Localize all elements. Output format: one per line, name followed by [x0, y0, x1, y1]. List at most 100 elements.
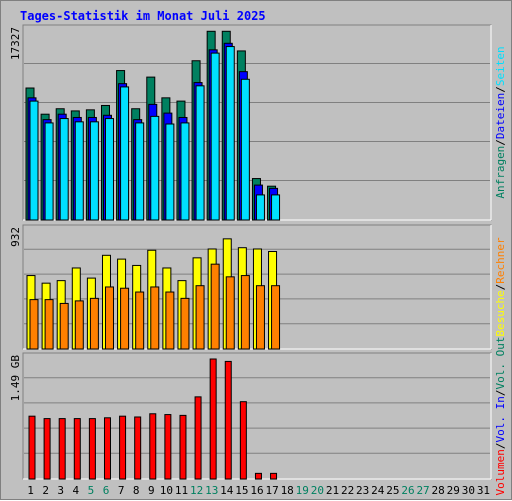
bar-rechner-day-11 — [180, 297, 190, 350]
x-tick-label-day-7: 7 — [118, 484, 125, 497]
bar-seiten-day-13 — [210, 52, 220, 221]
bar-volumen-day-17 — [270, 472, 278, 480]
bar-seiten-day-4 — [74, 121, 84, 221]
bar-rechner-day-16 — [255, 285, 265, 350]
bar-seiten-day-6 — [104, 118, 114, 221]
bar-volumen-day-5 — [88, 418, 96, 480]
panel-1-legend: Anfragen/Dateien/Seiten — [494, 46, 507, 198]
bar-seiten-day-15 — [240, 78, 250, 221]
x-tick-label-day-12: 12 — [190, 484, 203, 497]
x-tick-label-day-23: 23 — [356, 484, 369, 497]
legend-item-volumen: Volumen — [494, 449, 507, 495]
bar-rechner-day-10 — [165, 291, 175, 350]
x-tick-label-day-26: 26 — [401, 484, 414, 497]
x-tick-label-day-27: 27 — [416, 484, 429, 497]
bar-rechner-day-6 — [104, 286, 114, 350]
x-tick-label-day-11: 11 — [175, 484, 188, 497]
legend-separator: / — [494, 86, 507, 93]
bar-rechner-day-7 — [120, 287, 130, 350]
bar-seiten-day-12 — [195, 85, 205, 221]
legend-item-vol-in: Vol. In — [494, 396, 507, 442]
bar-volumen-day-8 — [134, 416, 142, 480]
bar-volumen-day-12 — [194, 396, 202, 480]
x-tick-label-day-13: 13 — [205, 484, 218, 497]
bar-seiten-day-9 — [150, 115, 160, 221]
x-tick-label-day-5: 5 — [88, 484, 95, 497]
panel-3-ymax-label: 1.49 GB — [9, 355, 22, 402]
legend-separator: / — [494, 442, 507, 449]
x-tick-label-day-15: 15 — [235, 484, 248, 497]
legend-item-vol-out: Vol. Out — [494, 337, 507, 390]
bar-rechner-day-14 — [225, 276, 235, 350]
x-tick-label-day-18: 18 — [281, 484, 294, 497]
bar-volumen-day-14 — [224, 360, 232, 480]
x-tick-label-day-31: 31 — [477, 484, 490, 497]
chart-title: Tages-Statistik im Monat Juli 2025 — [20, 9, 266, 23]
bar-volumen-day-10 — [164, 414, 172, 480]
panel-2-legend: Besuche/Rechner — [494, 237, 507, 337]
bar-volumen-day-1 — [28, 415, 36, 480]
x-tick-label-day-24: 24 — [371, 484, 385, 497]
bar-seiten-day-7 — [120, 86, 130, 221]
x-tick-label-day-8: 8 — [133, 484, 140, 497]
bar-volumen-day-13 — [209, 358, 217, 480]
bar-rechner-day-17 — [271, 285, 281, 350]
x-tick-label-day-16: 16 — [250, 484, 263, 497]
bar-rechner-day-3 — [59, 302, 69, 350]
x-tick-label-day-25: 25 — [386, 484, 399, 497]
bar-volumen-day-9 — [149, 413, 157, 480]
x-tick-label-day-30: 30 — [462, 484, 475, 497]
x-tick-label-day-20: 20 — [311, 484, 324, 497]
bar-rechner-day-8 — [135, 291, 145, 350]
panel-2-ymax-label: 932 — [9, 227, 22, 247]
bar-volumen-day-15 — [239, 401, 247, 480]
panel-1-ymax-label: 17327 — [9, 27, 22, 60]
bar-rechner-day-4 — [74, 300, 84, 350]
bar-seiten-day-8 — [135, 122, 145, 221]
bar-rechner-day-2 — [44, 299, 54, 350]
bar-volumen-day-11 — [179, 414, 187, 480]
x-tick-label-day-17: 17 — [265, 484, 278, 497]
bar-seiten-day-10 — [165, 123, 175, 221]
x-tick-label-day-10: 10 — [160, 484, 173, 497]
x-tick-label-day-1: 1 — [27, 484, 34, 497]
bar-volumen-day-6 — [103, 417, 111, 480]
bar-rechner-day-15 — [240, 275, 250, 350]
legend-item-anfragen: Anfragen — [494, 146, 507, 199]
x-tick-label-day-6: 6 — [103, 484, 110, 497]
legend-item-seiten: Seiten — [494, 46, 507, 86]
bar-volumen-day-16 — [254, 472, 262, 480]
panel-3-legend: Volumen/Vol. In/Vol. Out — [494, 337, 507, 496]
x-tick-label-day-28: 28 — [432, 484, 445, 497]
legend-item-dateien: Dateien — [494, 93, 507, 139]
x-tick-label-day-4: 4 — [73, 484, 80, 497]
bar-seiten-day-11 — [180, 122, 190, 221]
bar-volumen-day-7 — [119, 415, 127, 480]
bar-rechner-day-9 — [150, 286, 160, 350]
bar-volumen-day-4 — [73, 418, 81, 480]
bar-seiten-day-1 — [29, 100, 39, 221]
bar-volumen-day-3 — [58, 418, 66, 480]
bar-volumen-day-2 — [43, 418, 51, 480]
bar-seiten-day-14 — [225, 46, 235, 221]
x-tick-label-day-14: 14 — [220, 484, 234, 497]
legend-item-rechner: Rechner — [494, 237, 507, 284]
legend-separator: / — [494, 284, 507, 291]
bar-seiten-day-17 — [271, 194, 281, 221]
x-tick-label-day-19: 19 — [296, 484, 309, 497]
x-tick-label-day-3: 3 — [57, 484, 64, 497]
bar-rechner-day-13 — [210, 263, 220, 350]
bar-seiten-day-2 — [44, 122, 54, 221]
x-tick-label-day-22: 22 — [341, 484, 354, 497]
bar-rechner-day-5 — [89, 297, 99, 350]
bar-rechner-day-12 — [195, 285, 205, 350]
x-tick-label-day-9: 9 — [148, 484, 155, 497]
legend-item-besuche: Besuche — [494, 290, 507, 336]
bar-seiten-day-5 — [89, 121, 99, 221]
legend-separator: / — [494, 390, 507, 397]
bar-seiten-day-3 — [59, 118, 69, 221]
panel-3-plot-area — [22, 352, 492, 480]
bar-seiten-day-16 — [255, 194, 265, 221]
